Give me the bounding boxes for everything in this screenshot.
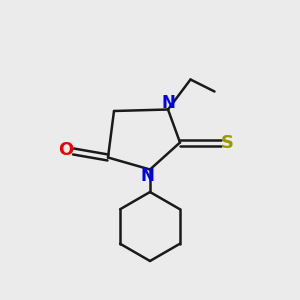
Text: N: N bbox=[161, 94, 175, 112]
Text: N: N bbox=[141, 167, 154, 185]
Text: O: O bbox=[58, 141, 74, 159]
Text: S: S bbox=[220, 134, 234, 152]
